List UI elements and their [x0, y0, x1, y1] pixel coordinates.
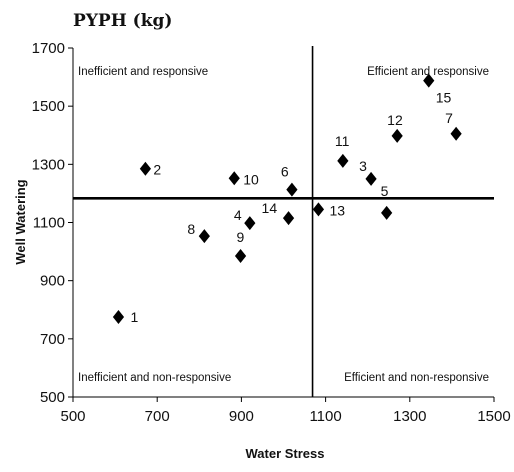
data-point-marker [391, 128, 403, 143]
x-tick-label: 1300 [393, 408, 426, 425]
data-point-marker [450, 126, 462, 141]
y-tick-label: 900 [40, 273, 65, 290]
data-point-label: 8 [187, 221, 195, 237]
data-point-label: 15 [436, 90, 452, 106]
data-point-label: 2 [153, 162, 161, 178]
quadrant-label-top-left: Inefficient and responsive [78, 66, 208, 78]
data-point-label: 9 [237, 229, 245, 245]
data-point-marker [198, 229, 210, 244]
data-point-label: 7 [445, 110, 453, 126]
x-tick-label: 1500 [477, 408, 510, 425]
x-tick-label: 500 [60, 408, 85, 425]
data-point-marker [423, 73, 435, 88]
y-axis-label: Well Watering [13, 179, 28, 264]
data-point-label: 14 [262, 200, 278, 216]
data-point-label: 13 [329, 202, 345, 218]
data-point-marker [234, 248, 247, 263]
data-point-label: 3 [359, 158, 367, 174]
data-point-label: 4 [234, 207, 242, 223]
data-point-label: 10 [243, 171, 259, 187]
quadrant-label-top-right: Efficient and responsive [367, 66, 489, 78]
y-tick-label: 1300 [32, 156, 65, 173]
data-point-label: 1 [130, 309, 138, 325]
data-point-marker [282, 211, 295, 226]
quadrant-label-bottom-right: Efficient and non-responsive [344, 372, 489, 384]
data-point-label: 11 [335, 133, 350, 149]
data-point-marker [286, 182, 298, 197]
x-axis-label: Water Stress [246, 446, 325, 461]
x-tick-label: 700 [145, 408, 170, 425]
x-tick-label: 1100 [309, 408, 341, 425]
data-point-marker [381, 205, 393, 220]
y-tick-label: 1100 [33, 215, 65, 232]
data-point-marker [337, 153, 349, 168]
y-tick-label: 1500 [32, 98, 65, 115]
data-point-label: 12 [387, 112, 403, 128]
y-tick-label: 700 [40, 331, 65, 348]
chart-title: PYPH (kg) [73, 11, 172, 31]
data-point-label: 5 [381, 183, 389, 199]
data-point-marker [312, 202, 325, 217]
quadrant-label-bottom-left: Inefficient and non-responsive [78, 372, 231, 384]
x-tick-label: 900 [229, 408, 254, 425]
data-point-label: 6 [281, 164, 289, 180]
data-point-marker [139, 161, 152, 176]
y-tick-label: 1700 [32, 40, 65, 57]
data-point-marker [365, 171, 377, 186]
data-point-marker [228, 171, 240, 186]
data-point-marker [244, 216, 256, 231]
data-point-marker [112, 310, 125, 325]
y-tick-label: 500 [40, 389, 65, 406]
